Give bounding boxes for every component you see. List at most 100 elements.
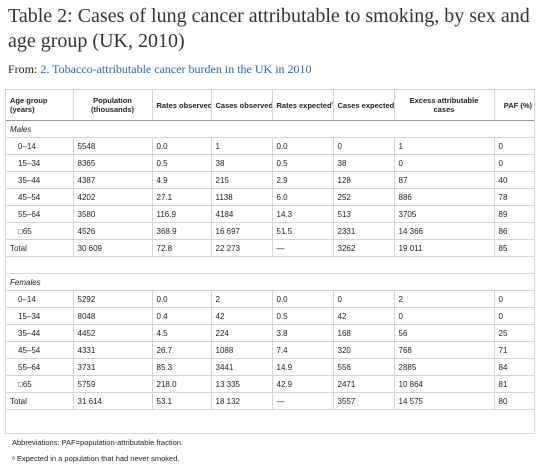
- table-body: Males 0–14 5548 0.0 1 0.0 0 1 0 15–34 8365 0.5 38 0.5…: [6, 120, 534, 410]
- cell-paf: 85: [494, 239, 534, 257]
- cell-rates-expected: 0.0: [272, 290, 334, 308]
- cell-cases-expected: 320: [333, 341, 395, 359]
- cell-rates-observed: 26.7: [152, 341, 212, 359]
- cell-population: 4331: [73, 341, 153, 359]
- cell-excess-cases: 10 864: [394, 375, 495, 393]
- cell-cases-expected: 556: [333, 358, 395, 376]
- cell-cases-observed: 2: [211, 290, 273, 308]
- cell-paf: 84: [494, 358, 534, 376]
- header-rates-expected: Rates expecteda: [272, 90, 334, 121]
- group-label: Males: [6, 120, 534, 138]
- footnote-a: ᵃ Expected in a population that had neve…: [12, 454, 180, 463]
- cell-age: Total: [6, 392, 74, 410]
- group-label: Females: [6, 273, 534, 291]
- cell-cases-observed: 38: [211, 154, 273, 172]
- cell-paf: 86: [494, 222, 534, 240]
- cell-excess-cases: 87: [394, 171, 495, 189]
- cell-paf: 25: [494, 324, 534, 342]
- cell-population: 30 609: [73, 239, 153, 257]
- cell-rates-expected: 0.5: [272, 154, 334, 172]
- cell-age: 45–54: [6, 341, 74, 359]
- header-excess-cases: Excess attributable cases: [394, 90, 495, 121]
- cell-excess-cases: 2: [394, 290, 495, 308]
- table-row: □65 5759 218.0 13 335 42.9 2471 10 864 81: [6, 375, 534, 393]
- cell-cases-observed: 215: [211, 171, 273, 189]
- cell-cases-expected: 3262: [333, 239, 395, 257]
- footnote-abbreviations: Abbreviations: PAF=population-attributab…: [12, 438, 184, 447]
- cell-population: 4526: [73, 222, 153, 240]
- source-line: From: 2. Tobacco-attributable cancer bur…: [8, 62, 312, 77]
- cell-cases-observed: 1138: [211, 188, 273, 206]
- cell-population: 5759: [73, 375, 153, 393]
- cell-rates-observed: 72.8: [152, 239, 212, 257]
- source-link[interactable]: 2. Tobacco-attributable cancer burden in…: [40, 62, 312, 76]
- footnote-mark[interactable]: a: [332, 100, 333, 106]
- cell-age: 35–44: [6, 171, 74, 189]
- cell-age: 15–34: [6, 307, 74, 325]
- header-rates-observed: Rates observed: [152, 90, 212, 121]
- cell-rates-observed: 218.0: [152, 375, 212, 393]
- header-rates-expected-label: Rates expected: [276, 100, 332, 110]
- cell-rates-expected: 0.5: [272, 307, 334, 325]
- cell-age: 45–54: [6, 188, 74, 206]
- header-population: Population (thousands): [73, 90, 153, 121]
- header-cases-observed: Cases observed: [211, 90, 273, 121]
- cell-cases-expected: 3557: [333, 392, 395, 410]
- group-row-males: Males: [6, 120, 534, 138]
- cell-cases-observed: 22 273: [211, 239, 273, 257]
- cell-population: 4202: [73, 188, 153, 206]
- cell-excess-cases: 19 011: [394, 239, 495, 257]
- cell-excess-cases: 0: [394, 307, 495, 325]
- cell-rates-expected: 2.9: [272, 171, 334, 189]
- cell-age: 35–44: [6, 324, 74, 342]
- cell-age: 55–64: [6, 205, 74, 223]
- cell-paf: 0: [494, 154, 534, 172]
- cell-paf: 71: [494, 341, 534, 359]
- cell-population: 31 614: [73, 392, 153, 410]
- from-label: From:: [8, 62, 41, 76]
- cell-excess-cases: 14 575: [394, 392, 495, 410]
- data-table: Age group (years) Population (thousands)…: [6, 90, 534, 410]
- cell-rates-observed: 116.9: [152, 205, 212, 223]
- table-row: 0–14 5548 0.0 1 0.0 0 1 0: [6, 137, 534, 155]
- cell-cases-expected: 0: [333, 290, 395, 308]
- cell-cases-expected: 128: [333, 171, 395, 189]
- cell-rates-observed: 0.4: [152, 307, 212, 325]
- cell-paf: 89: [494, 205, 534, 223]
- cell-age: Total: [6, 239, 74, 257]
- cell-rates-observed: 0.0: [152, 137, 212, 155]
- cell-cases-expected: 42: [333, 307, 395, 325]
- cell-paf: 0: [494, 137, 534, 155]
- cell-cases-observed: 18 132: [211, 392, 273, 410]
- cell-rates-expected: 6.0: [272, 188, 334, 206]
- cell-excess-cases: 1: [394, 137, 495, 155]
- cell-paf: 0: [494, 307, 534, 325]
- cell-rates-observed: 4.9: [152, 171, 212, 189]
- table-row: 35–44 4452 4.5 224 3.8 168 56 25: [6, 324, 534, 342]
- cell-excess-cases: 56: [394, 324, 495, 342]
- cell-paf: 0: [494, 290, 534, 308]
- spacer-row: [6, 256, 534, 274]
- cell-paf: 80: [494, 392, 534, 410]
- cell-population: 4452: [73, 324, 153, 342]
- cell-rates-observed: 27.1: [152, 188, 212, 206]
- table-row: 45–54 4331 26.7 1088 7.4 320 768 71: [6, 341, 534, 359]
- table-row: 55–64 3580 116.9 4184 14.3 513 3705 89: [6, 205, 534, 223]
- header-cases-expected-label: Cases expected: [337, 100, 394, 110]
- cell-population: 5292: [73, 290, 153, 308]
- cell-paf: 81: [494, 375, 534, 393]
- header-paf: PAF (%): [494, 90, 534, 121]
- cell-cases-expected: 38: [333, 154, 395, 172]
- cell-age: □65: [6, 222, 74, 240]
- table-row: Total 30 609 72.8 22 273—3262 19 011 85: [6, 239, 534, 257]
- table-row: 15–34 8048 0.4 42 0.5 42 0 0: [6, 307, 534, 325]
- cell-cases-expected: 2471: [333, 375, 395, 393]
- cell-rates-expected: 0.0: [272, 137, 334, 155]
- cell-excess-cases: 768: [394, 341, 495, 359]
- header-cases-expected: Cases expected a: [333, 90, 395, 121]
- cell-rates-observed: 368.9: [152, 222, 212, 240]
- header-row: Age group (years) Population (thousands)…: [6, 90, 534, 121]
- cell-cases-expected: 513: [333, 205, 395, 223]
- table-row: 0–14 5292 0.0 2 0.0 0 2 0: [6, 290, 534, 308]
- cell-excess-cases: 886: [394, 188, 495, 206]
